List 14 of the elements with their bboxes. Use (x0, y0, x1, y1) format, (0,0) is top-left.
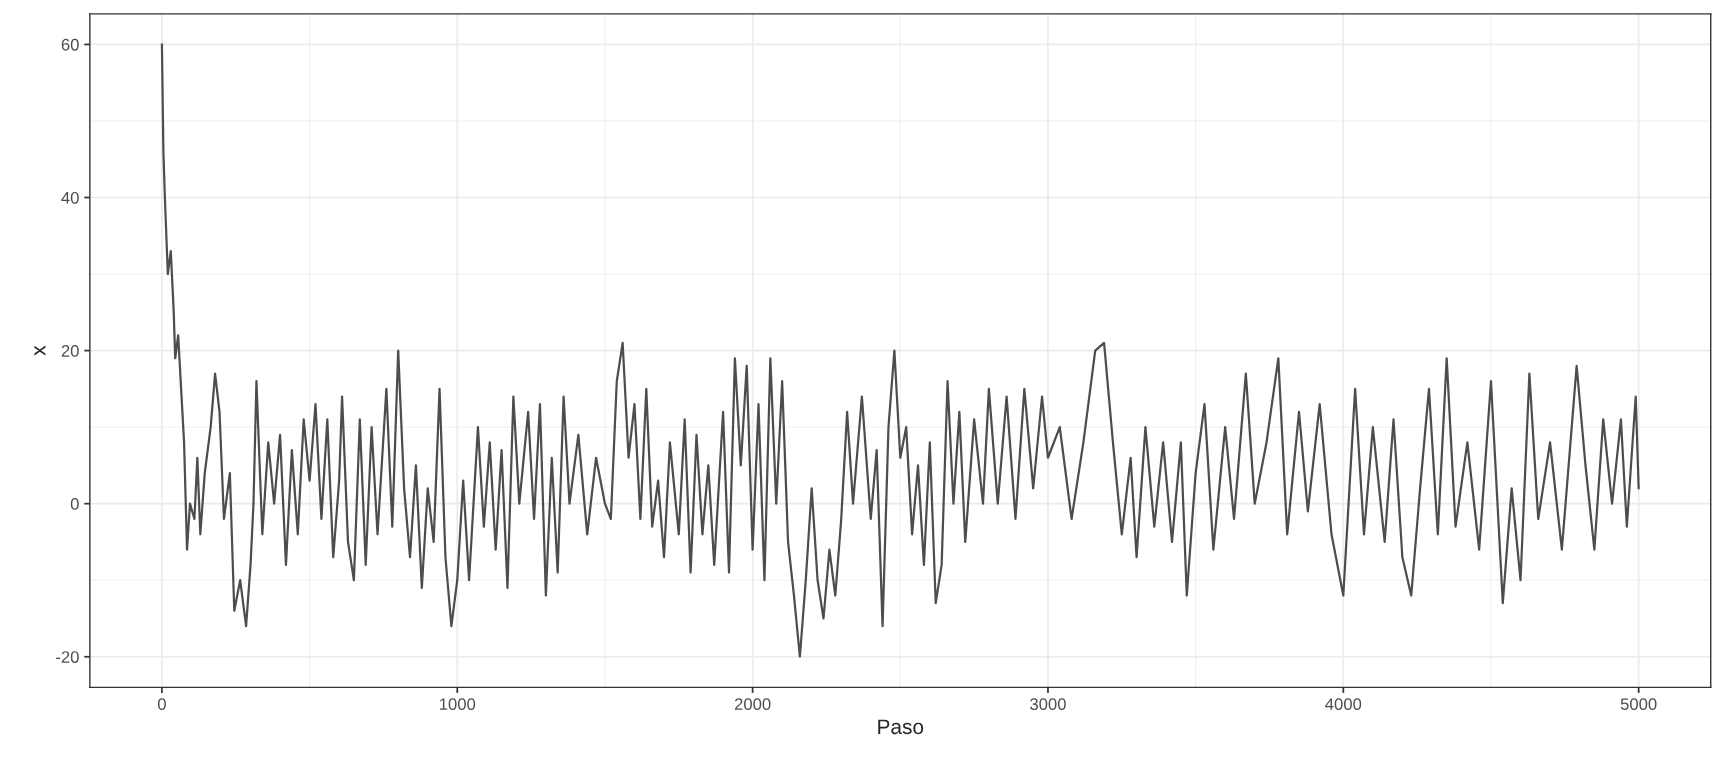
line-series (160, 43, 1640, 658)
x-tick-label: 4000 (1325, 698, 1362, 711)
y-tick-label: 20 (61, 344, 79, 357)
x-tick-label: 1000 (440, 698, 476, 711)
x-axis-title: Paso (878, 719, 924, 735)
x-tick-label: 5000 (1620, 698, 1657, 711)
y-tick-label: 40 (61, 191, 79, 204)
y-axis-title: x (34, 345, 46, 356)
y-tick-label: -20 (56, 651, 79, 663)
x-tick-label: 3000 (1030, 698, 1066, 711)
x-tick-label: 0 (157, 698, 166, 711)
x-tick-label: 2000 (734, 698, 771, 711)
y-tick-label: 60 (61, 38, 79, 51)
y-tick-label: 0 (70, 498, 79, 510)
